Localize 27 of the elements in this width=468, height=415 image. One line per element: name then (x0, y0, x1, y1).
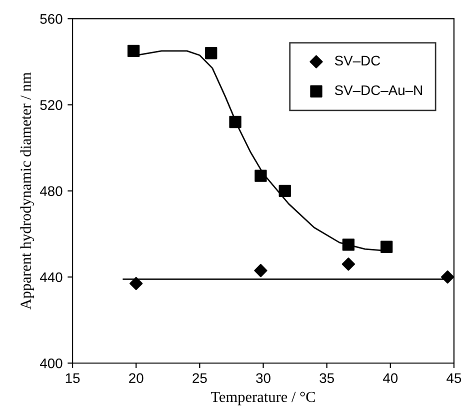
point (127, 44, 140, 58)
point (130, 276, 143, 290)
x-tick-label: 40 (382, 373, 398, 384)
x-axis-title: Temperature / °C (210, 392, 315, 406)
legend-label: SV–DC (334, 56, 380, 66)
y-tick-label: 480 (40, 186, 62, 196)
y-axis-title: Apparent hydrodynamic diameter / nm (20, 72, 34, 310)
y-tick-label: 440 (40, 272, 62, 282)
point (254, 264, 268, 278)
point (229, 116, 242, 128)
x-tick-label: 15 (66, 373, 80, 384)
x-tick-label: 30 (256, 373, 270, 384)
point (278, 184, 291, 197)
x-tick-label: 35 (320, 373, 334, 384)
point (342, 238, 355, 251)
x-tick-label: 45 (446, 373, 462, 384)
x-tick-label: 20 (129, 373, 144, 384)
point (342, 258, 356, 271)
x-tick-label: 25 (192, 373, 207, 384)
point (205, 47, 218, 60)
point (441, 270, 454, 284)
point (254, 170, 267, 182)
point (380, 240, 393, 253)
y-tick-label: 560 (40, 14, 62, 24)
y-tick-label: 520 (40, 100, 62, 110)
y-tick-label: 400 (40, 358, 62, 368)
legend-label: SV–DC–Au–N (334, 85, 422, 96)
